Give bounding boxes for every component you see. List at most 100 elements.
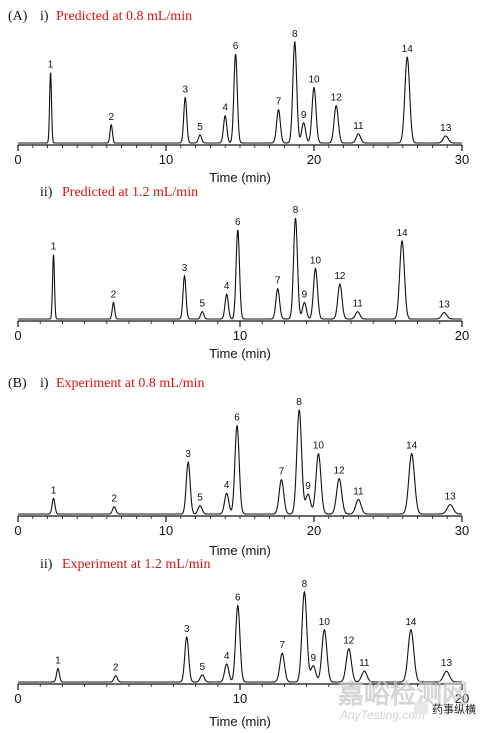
peak-label: 8 [296,397,302,408]
peak-label: 9 [310,653,316,664]
peak-label: 7 [276,97,282,108]
x-tick-label: 30 [455,523,469,538]
x-tick-label: 20 [307,523,321,538]
panel-prefix: ii) [40,557,53,572]
x-tick-label: 10 [159,152,173,167]
peak-label: 12 [331,93,343,104]
peak-label: 6 [235,593,241,604]
peak-label: 9 [301,110,307,121]
peak-label: 13 [445,492,457,503]
peak-label: 5 [197,122,203,133]
x-tick-label: 10 [159,523,173,538]
peak-label: 3 [182,85,188,96]
x-axis-label: Time (min) [209,543,271,558]
watermark-sub: AnyTesting.com [339,708,425,722]
peak-label: 3 [182,263,188,274]
wechat-icon [414,702,428,714]
peak-label: 11 [359,658,370,669]
peak-label: 2 [111,494,117,505]
series-line [18,408,463,515]
x-tick-label: 0 [14,523,21,538]
panel-prefix: ii) [40,185,53,200]
panel-prefix: i) [40,9,49,24]
peak-label: 7 [279,467,285,478]
peak-label: 13 [439,300,451,311]
peak-label: 2 [108,112,114,123]
peak-label: 8 [292,29,298,40]
series-line [18,217,462,320]
panel-experiment-12: ii) Experiment at 1.2 mL/min Time (min) … [14,557,469,729]
peak-label: 11 [353,121,364,132]
watermark-main: 嘉峪检测网 [338,679,468,709]
peak-label: 6 [234,413,240,424]
peak-label: 1 [48,59,54,70]
x-tick-label: 20 [455,691,469,706]
peak-label: 4 [224,281,230,292]
peak-label: 7 [275,276,281,287]
x-tick-label: 20 [455,328,469,343]
peak-label: 8 [293,205,299,216]
peak-label: 4 [222,103,228,114]
peak-label: 4 [224,480,230,491]
peak-label: 10 [313,441,325,452]
panel-title: Predicted at 0.8 mL/min [56,9,192,24]
peak-label: 13 [441,658,453,669]
peak-label: 9 [302,289,308,300]
x-axis-label: Time (min) [209,714,271,729]
peak-label: 2 [111,289,117,300]
peak-label: 1 [55,656,61,667]
section-label-a: (A) [8,9,28,24]
x-tick-label: 10 [233,328,247,343]
watermark: 嘉峪检测网 AnyTesting.com 药事纵横 [338,679,476,722]
peak-label: 10 [310,256,322,267]
x-tick-label: 0 [14,152,21,167]
peak-label: 11 [352,299,363,310]
x-tick-label: 20 [307,152,321,167]
peak-label: 4 [224,651,230,662]
peak-label: 5 [199,662,205,673]
peak-label: 12 [334,271,346,282]
series-line [18,40,462,144]
peak-label: 3 [184,624,190,635]
peak-label: 8 [302,579,308,590]
series-line [18,590,462,683]
x-tick-label: 10 [233,691,247,706]
peak-label: 9 [305,481,311,492]
panel-predicted-12: ii) Predicted at 1.2 mL/min Time (min) 0… [14,185,469,361]
peak-label: 14 [406,441,418,452]
peak-label: 10 [308,74,320,85]
peak-label: 1 [51,242,57,253]
panel-title: Experiment at 1.2 mL/min [62,557,211,572]
panel-predicted-08: (A) i) Predicted at 0.8 mL/min Time (min… [8,9,469,185]
peak-label: 5 [197,493,203,504]
panel-title: Predicted at 1.2 mL/min [62,185,198,200]
peak-label: 14 [405,617,417,628]
peak-label: 5 [199,299,205,310]
panel-prefix: i) [40,376,49,391]
peak-label: 7 [279,640,285,651]
peak-label: 10 [319,617,331,628]
peak-label: 14 [396,228,408,239]
peak-label: 6 [235,217,241,228]
x-tick-label: 0 [14,691,21,706]
section-label-b: (B) [8,376,27,391]
panel-experiment-08: (B) i) Experiment at 0.8 mL/min Time (mi… [8,376,469,558]
peak-label: 1 [51,485,57,496]
peak-label: 12 [334,466,346,477]
watermark-badge: 药事纵横 [432,702,476,716]
peak-label: 12 [343,636,355,647]
x-tick-label: 0 [14,328,21,343]
peak-label: 6 [233,41,239,52]
x-tick-label: 30 [455,152,469,167]
peak-label: 13 [440,123,452,134]
peak-label: 3 [185,449,191,460]
peak-label: 2 [113,663,119,674]
x-axis-label: Time (min) [209,170,271,185]
x-axis-label: Time (min) [209,346,271,361]
peak-label: 14 [402,44,414,55]
